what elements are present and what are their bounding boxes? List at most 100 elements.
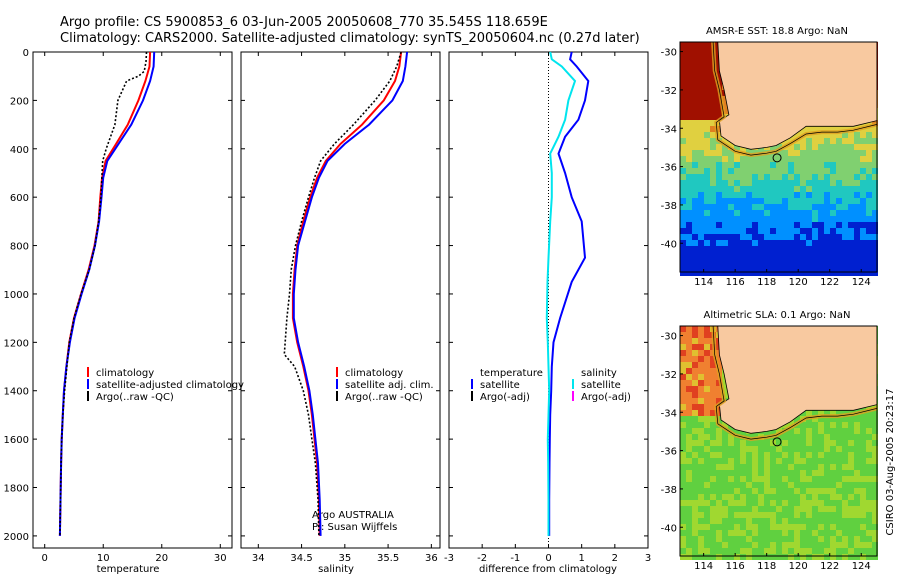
map-cell	[716, 524, 722, 530]
map-cell	[818, 494, 824, 500]
map-cell	[740, 536, 746, 542]
map-cell	[722, 168, 728, 174]
map-cell	[866, 216, 872, 222]
map-cell	[680, 132, 686, 138]
map-cell	[806, 458, 812, 464]
map-cell	[836, 470, 842, 476]
map-cell	[716, 428, 722, 434]
map-cell	[806, 222, 812, 228]
map-cell	[758, 506, 764, 512]
map-cell	[716, 270, 722, 276]
map-cell	[830, 150, 836, 156]
map-cell	[824, 138, 830, 144]
map-cell	[722, 222, 728, 228]
map-cell	[818, 506, 824, 512]
temperature-xlabel: temperature	[97, 564, 160, 575]
map-cell	[692, 180, 698, 186]
map-cell	[734, 482, 740, 488]
map-cell	[824, 162, 830, 168]
map-cell	[764, 240, 770, 246]
map-cell	[692, 542, 698, 548]
map-cell	[764, 494, 770, 500]
map-cell	[686, 542, 692, 548]
map-cell	[716, 434, 722, 440]
map-cell	[836, 536, 842, 542]
map-cell	[764, 234, 770, 240]
map-cell	[872, 210, 878, 216]
map-cell	[848, 446, 854, 452]
map-cell	[728, 228, 734, 234]
map-cell	[866, 210, 872, 216]
map-cell	[686, 222, 692, 228]
map-cell	[728, 440, 734, 446]
map-cell	[824, 548, 830, 554]
map-cell	[686, 536, 692, 542]
map-cell	[692, 536, 698, 542]
map-cell	[692, 362, 698, 368]
map-cell	[740, 458, 746, 464]
map-cell	[854, 440, 860, 446]
map-cell	[710, 114, 716, 120]
map-y-tick-label: -36	[661, 163, 677, 174]
map-cell	[764, 452, 770, 458]
map-cell	[746, 476, 752, 482]
map-cell	[740, 542, 746, 548]
map-x-tick-label: 116	[726, 277, 745, 288]
map-cell	[836, 198, 842, 204]
map-cell	[740, 156, 746, 162]
map-cell	[740, 180, 746, 186]
map-cell	[680, 530, 686, 536]
map-cell	[692, 464, 698, 470]
map-cell	[746, 258, 752, 264]
map-cell	[824, 428, 830, 434]
map-cell	[836, 204, 842, 210]
map-cell	[854, 264, 860, 270]
map-cell	[872, 246, 878, 252]
map-cell	[710, 174, 716, 180]
map-cell	[698, 470, 704, 476]
map-cell	[698, 554, 704, 560]
map-cell	[686, 150, 692, 156]
map-cell	[734, 162, 740, 168]
map-cell	[686, 338, 692, 344]
map-cell	[746, 174, 752, 180]
map-cell	[830, 482, 836, 488]
map-cell	[848, 464, 854, 470]
map-cell	[764, 476, 770, 482]
map-cell	[704, 120, 710, 126]
map-cell	[848, 210, 854, 216]
map-cell	[680, 380, 686, 386]
map-cell	[782, 434, 788, 440]
map-cell	[848, 440, 854, 446]
map-cell	[692, 222, 698, 228]
map-cell	[866, 180, 872, 186]
map-cell	[776, 518, 782, 524]
map-cell	[740, 452, 746, 458]
map-cell	[842, 138, 848, 144]
map-cell	[770, 542, 776, 548]
map-cell	[836, 422, 842, 428]
map-cell	[716, 126, 722, 132]
map-y-tick-label: -38	[661, 485, 677, 496]
map-cell	[716, 410, 722, 416]
map-cell	[734, 542, 740, 548]
map-cell	[716, 452, 722, 458]
sst-map-title: AMSR-E SST: 18.8 Argo: NaN	[706, 26, 848, 37]
map-cell	[788, 192, 794, 198]
map-cell	[704, 246, 710, 252]
map-cell	[848, 132, 854, 138]
map-cell	[710, 512, 716, 518]
map-cell	[710, 506, 716, 512]
map-cell	[698, 506, 704, 512]
map-cell	[692, 380, 698, 386]
map-cell	[794, 240, 800, 246]
map-cell	[704, 524, 710, 530]
map-cell	[764, 446, 770, 452]
map-cell	[836, 162, 842, 168]
x-tick-label: -3	[444, 553, 454, 564]
map-cell	[866, 186, 872, 192]
map-cell	[680, 234, 686, 240]
map-cell	[866, 446, 872, 452]
map-cell	[860, 150, 866, 156]
map-cell	[860, 440, 866, 446]
